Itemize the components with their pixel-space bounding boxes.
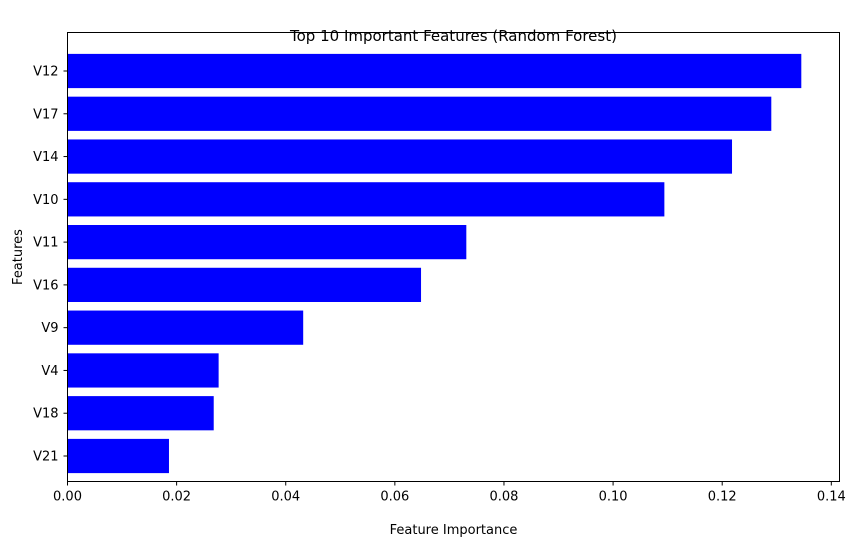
y-tick-label: V4 — [41, 364, 58, 379]
y-tick-label: V10 — [33, 193, 58, 208]
x-tick-label: 0.08 — [489, 490, 518, 505]
bar-v16 — [67, 267, 422, 302]
bar-v12 — [67, 53, 802, 89]
x-axis-label: Feature Importance — [390, 523, 518, 538]
bar-v4 — [67, 353, 219, 388]
x-tick-label: 0.00 — [53, 490, 82, 505]
x-tick-label: 0.10 — [599, 490, 628, 505]
plot-frame — [67, 32, 840, 482]
y-tick-label: V12 — [33, 65, 58, 80]
bar-v11 — [67, 225, 467, 260]
y-tick-label: V17 — [33, 107, 58, 122]
bars-group — [67, 53, 802, 474]
y-tick-label: V11 — [33, 236, 58, 251]
bar-v17 — [67, 96, 772, 131]
x-tick-label: 0.14 — [817, 490, 846, 505]
y-tick-label: V18 — [33, 407, 58, 422]
x-tick-label: 0.02 — [162, 490, 191, 505]
x-axis-ticks: 0.00 0.02 0.04 0.06 0.08 0.10 0.12 0.14 — [53, 481, 846, 505]
bar-v9 — [67, 310, 304, 345]
x-tick-label: 0.12 — [708, 490, 737, 505]
bar-v18 — [67, 396, 214, 431]
bar-v21 — [67, 438, 169, 474]
y-tick-label: V14 — [33, 150, 58, 165]
bar-v10 — [67, 182, 665, 217]
x-tick-label: 0.04 — [271, 490, 300, 505]
x-tick-label: 0.06 — [380, 490, 409, 505]
chart-title: Top 10 Important Features (Random Forest… — [289, 27, 617, 45]
y-axis-ticks: V12 V17 V14 V10 V11 V16 V9 V4 V18 V21 — [33, 65, 68, 465]
bar-v14 — [67, 139, 733, 174]
y-tick-label: V9 — [41, 321, 58, 336]
y-tick-label: V21 — [33, 450, 58, 465]
y-tick-label: V16 — [33, 278, 58, 293]
y-axis-label: Features — [11, 229, 26, 285]
